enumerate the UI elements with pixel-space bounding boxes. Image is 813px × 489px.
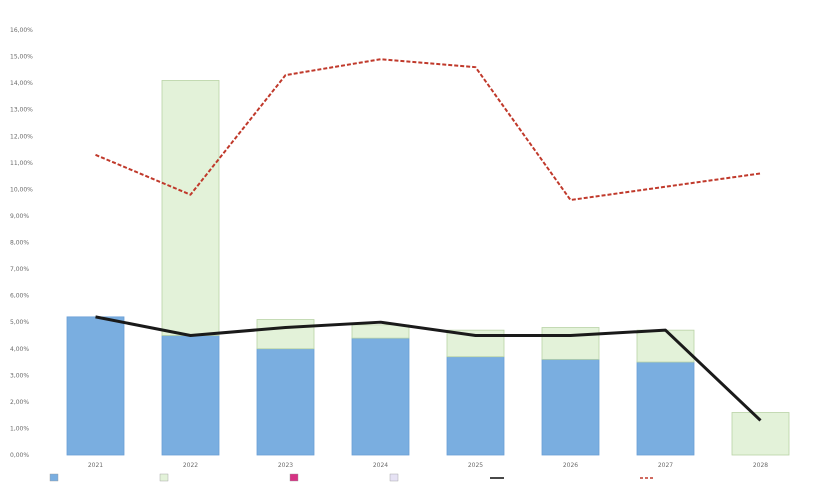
y-tick-label: 8,00% xyxy=(10,240,29,247)
y-tick-label: 7,00% xyxy=(10,266,29,273)
y-tick-label: 5,00% xyxy=(10,319,29,326)
bar-segment xyxy=(161,335,220,456)
y-tick-label: 10,00% xyxy=(10,186,33,193)
y-tick-label: 11,00% xyxy=(10,160,33,167)
legend-swatch xyxy=(389,473,399,482)
y-tick-label: 12,00% xyxy=(10,133,33,140)
dashed-series-line xyxy=(95,58,761,201)
lines xyxy=(95,58,762,422)
x-tick-label: 2022 xyxy=(183,462,198,469)
legend-swatch xyxy=(159,473,169,482)
legend-swatch xyxy=(289,473,299,482)
x-tick-label: 2025 xyxy=(468,462,483,469)
legend-swatch xyxy=(49,473,59,482)
x-axis-ticks: 2021 2022 2023 2024 2025 2026 2027 2028 xyxy=(88,462,768,469)
x-tick-label: 2021 xyxy=(88,462,103,469)
bar-segment xyxy=(541,358,600,456)
y-tick-label: 1,00% xyxy=(10,425,29,432)
y-tick-label: 14,00% xyxy=(10,80,33,87)
x-tick-label: 2024 xyxy=(373,462,388,469)
x-tick-label: 2026 xyxy=(563,462,578,469)
bars xyxy=(66,80,790,456)
y-axis-ticks: 0,00% 1,00% 2,00% 3,00% 4,00% 5,00% 6,00% 7,00%… xyxy=(10,27,33,459)
y-tick-label: 15,00% xyxy=(10,54,33,61)
bar-segment xyxy=(66,316,125,456)
y-tick-label: 9,00% xyxy=(10,213,29,220)
bar-segment xyxy=(256,319,315,350)
bar-segment xyxy=(636,361,695,456)
bar-segment xyxy=(636,329,695,363)
y-tick-label: 6,00% xyxy=(10,293,29,300)
x-tick-label: 2023 xyxy=(278,462,293,469)
bar-segment xyxy=(541,327,600,360)
y-tick-label: 2,00% xyxy=(10,399,29,406)
y-tick-label: 13,00% xyxy=(10,107,33,114)
bar-segment xyxy=(256,348,315,456)
y-tick-label: 16,00% xyxy=(10,27,33,34)
y-tick-label: 3,00% xyxy=(10,372,29,379)
bar-segment xyxy=(351,324,410,339)
legend xyxy=(49,473,654,482)
x-tick-label: 2028 xyxy=(753,462,768,469)
x-tick-label: 2027 xyxy=(658,462,673,469)
y-tick-label: 0,00% xyxy=(10,452,29,459)
bar-segment xyxy=(351,337,410,456)
solid-series-line xyxy=(95,315,762,422)
bar-segment xyxy=(446,356,505,456)
bar-segment xyxy=(161,80,220,336)
y-tick-label: 4,00% xyxy=(10,346,29,353)
